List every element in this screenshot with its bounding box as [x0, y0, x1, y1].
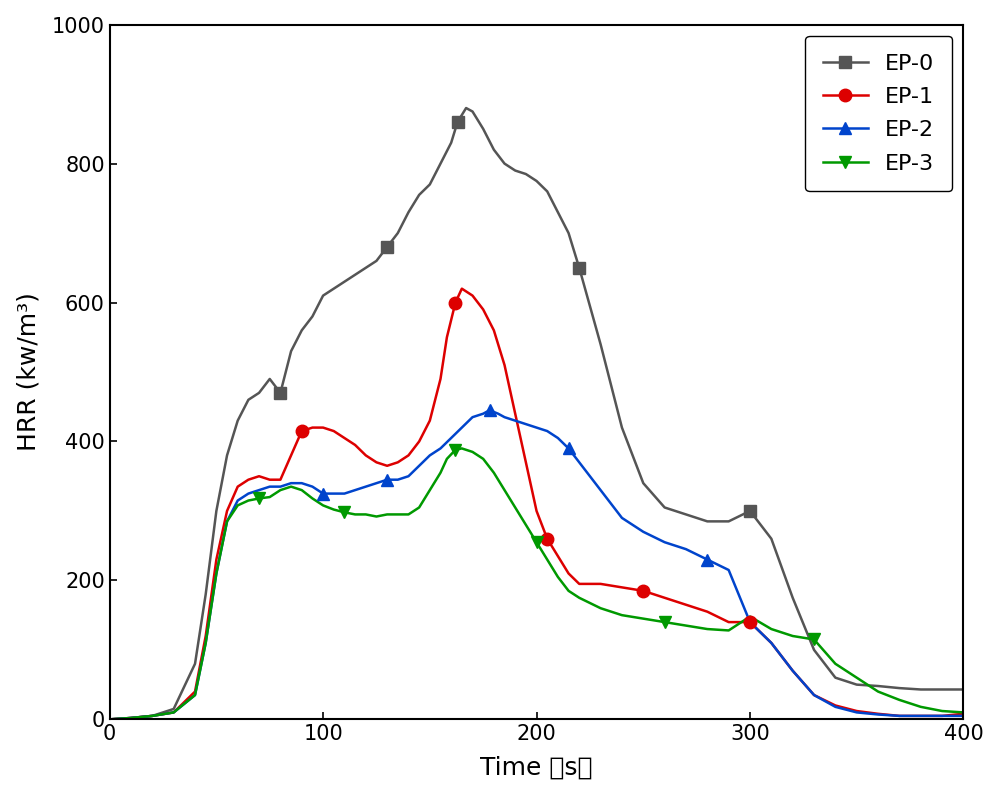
- X-axis label: Time （s）: Time （s）: [480, 755, 593, 779]
- Legend: EP-0, EP-1, EP-2, EP-3: EP-0, EP-1, EP-2, EP-3: [805, 36, 952, 191]
- Y-axis label: HRR (kw/m³): HRR (kw/m³): [17, 293, 41, 451]
